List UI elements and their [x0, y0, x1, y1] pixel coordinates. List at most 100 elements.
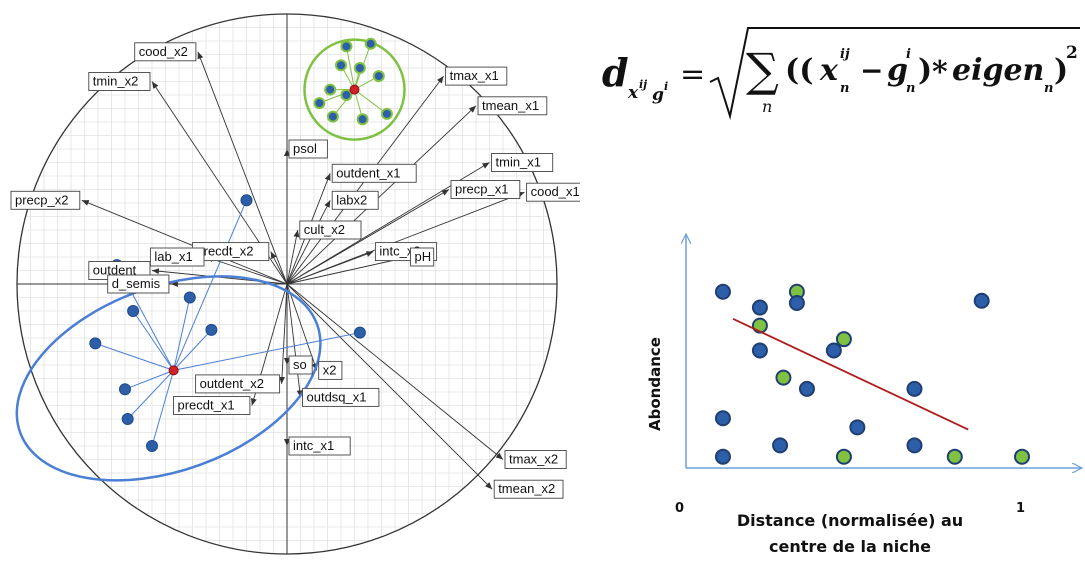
variable-label: cood_x1 — [526, 182, 580, 202]
chart-point — [825, 342, 842, 359]
variable-arrow — [286, 200, 331, 285]
variable-label: cood_x2 — [134, 42, 197, 62]
variable-label-box — [504, 450, 567, 469]
variable-arrow — [278, 283, 288, 384]
trend-line — [732, 318, 969, 431]
chart-point — [775, 369, 792, 386]
x-tick-1: 1 — [1016, 501, 1026, 516]
variable-arrow — [197, 51, 288, 285]
abundance-distance-chart — [600, 222, 1085, 502]
chart-point — [849, 419, 866, 436]
variable-label-text: cult_x2 — [304, 222, 345, 237]
observation-point — [240, 194, 253, 207]
x-axis-label: Distance (normalisée) au centre de la ni… — [700, 508, 1000, 560]
variable-label-text: outdent_x1 — [336, 165, 400, 180]
variable-label: tmax_x2 — [504, 450, 567, 469]
variable-label-text: tmax_x1 — [450, 68, 499, 83]
variable-label-text: outdent — [93, 263, 137, 278]
observation-point — [146, 440, 158, 452]
formula-sigma-sub: n — [762, 97, 772, 116]
radical-sign — [709, 27, 1080, 120]
variable-label-text: d_semis — [112, 276, 161, 291]
observation-point — [340, 40, 353, 53]
chart-point — [835, 448, 852, 465]
variable-label-box — [450, 180, 521, 199]
variable-label: intc_x1 — [288, 436, 351, 456]
x-axis-label-line2: centre de la niche — [768, 537, 931, 556]
observation-point — [364, 37, 377, 50]
variable-label-box — [288, 355, 313, 375]
variable-label-box — [88, 72, 151, 91]
formula-equals: = — [680, 57, 705, 92]
variable-label: cult_x2 — [299, 220, 362, 240]
formula-d: d — [602, 50, 629, 95]
chart-points — [714, 283, 1030, 465]
niche-boundary — [303, 38, 406, 141]
variable-label-text: precdt_x2 — [196, 244, 253, 259]
formula-times: * — [932, 55, 948, 90]
formula-power: 2 — [1066, 43, 1078, 63]
variable-label-box — [410, 247, 435, 267]
formula-g: g — [887, 53, 908, 88]
variable-label-text: tmax_x2 — [509, 452, 558, 467]
variable-arrow — [205, 256, 288, 285]
observation-point — [205, 323, 218, 336]
spoke — [354, 89, 388, 115]
observation-point — [183, 291, 196, 304]
variable-label-text: tmin_x1 — [496, 155, 542, 170]
spoke — [173, 329, 212, 371]
variable-label-box — [445, 66, 508, 86]
chart-point — [751, 342, 768, 359]
chart-point — [772, 437, 789, 454]
spoke — [127, 370, 174, 420]
formula-close-paren: ) — [918, 53, 932, 88]
observation-point — [119, 383, 131, 396]
spoke — [345, 46, 355, 90]
variable-label-text: intc_x1 — [293, 438, 334, 453]
formula-x-sub: n — [840, 81, 849, 96]
variable-arrow — [286, 283, 303, 398]
observation-point — [380, 107, 393, 120]
formula-x: x — [819, 53, 839, 88]
variable-label-box — [149, 247, 205, 267]
variable-label: precp_x1 — [450, 180, 521, 199]
spoke — [173, 332, 360, 371]
variable-label: x2 — [318, 360, 343, 380]
variable-arrow — [286, 229, 300, 285]
variable-label: pH — [410, 247, 435, 267]
variable-label-box — [288, 139, 328, 159]
chart-point — [788, 295, 805, 312]
variable-label-box — [107, 274, 170, 294]
observation-point — [356, 113, 369, 126]
variable-label-box — [491, 153, 554, 172]
formula-g-sub: n — [906, 81, 915, 96]
variable-label-text: tmean_x2 — [498, 481, 555, 496]
variable-label-box — [526, 182, 580, 202]
variable-arrow — [286, 189, 450, 285]
variable-label-text: pH — [415, 249, 432, 264]
variable-label-box — [173, 396, 251, 415]
variable-label: tmin_x2 — [88, 72, 151, 91]
variable-label: tmean_x2 — [493, 479, 564, 499]
niche-centroid — [168, 365, 179, 376]
chart-point — [906, 437, 923, 454]
observation-point — [340, 89, 353, 101]
variable-arrow — [286, 283, 493, 490]
variable-arrow — [286, 283, 504, 460]
observation-point — [89, 337, 102, 350]
observation-point — [372, 70, 385, 83]
chart-point — [714, 283, 731, 300]
variable-label-text: x2 — [323, 362, 337, 377]
variable-label-text: precp_x1 — [455, 182, 508, 197]
distance-formula: d x ij g i = ∑ n (( x ij n − g i n ) * e… — [602, 27, 1080, 120]
formula-minus: − — [860, 54, 883, 87]
variable-label: tmin_x1 — [491, 153, 554, 172]
chart-point — [906, 380, 923, 397]
variable-label: tmean_x1 — [477, 96, 548, 116]
variable-label: outdent_x2 — [195, 374, 281, 394]
variable-arrow — [286, 255, 409, 285]
chart-point — [714, 410, 731, 427]
variable-label: so — [288, 355, 313, 375]
